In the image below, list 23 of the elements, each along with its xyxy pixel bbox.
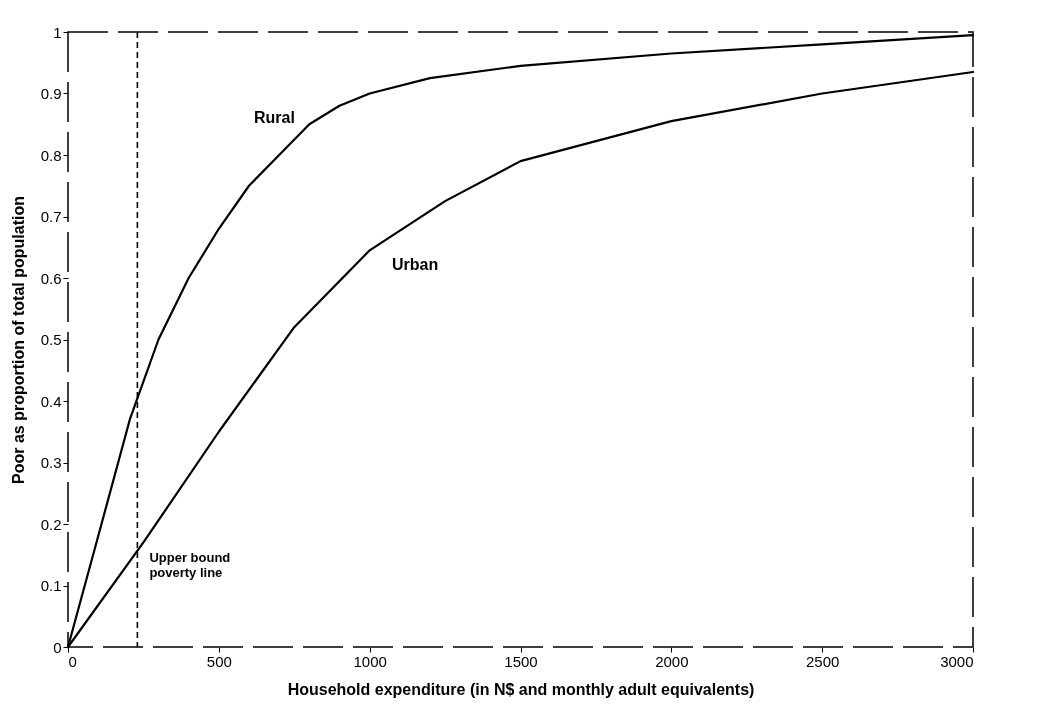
x-tick-label: 1500 bbox=[504, 652, 538, 670]
y-tick-label: 0.1 bbox=[40, 577, 62, 594]
x-tick-label: 0 bbox=[68, 652, 77, 670]
y-tick-label: 1 bbox=[53, 23, 62, 41]
x-tick-label: 1000 bbox=[353, 652, 387, 670]
x-tick-label: 3000 bbox=[940, 652, 974, 670]
x-tick-label: 2500 bbox=[805, 652, 840, 670]
y-tick-label: 0.9 bbox=[40, 85, 62, 102]
x-tick-label: 2000 bbox=[655, 652, 689, 670]
y-axis-title: Poor as proportion of total population bbox=[9, 196, 27, 484]
series-label: Urban bbox=[392, 256, 439, 273]
y-tick-label: 0.5 bbox=[40, 331, 62, 348]
x-axis-title: Household expenditure (in N$ and monthly adult equivalents) bbox=[287, 680, 755, 698]
series-label: Rural bbox=[254, 109, 295, 126]
y-tick-label: 0.2 bbox=[40, 515, 62, 533]
y-tick-label: 0.3 bbox=[40, 454, 62, 471]
y-tick-label: 0 bbox=[53, 638, 62, 656]
y-tick-label: 0.8 bbox=[40, 146, 62, 164]
y-tick-label: 0.6 bbox=[40, 269, 62, 287]
y-tick-label: 0.7 bbox=[40, 208, 62, 225]
y-tick-label: 0.4 bbox=[40, 392, 62, 410]
x-tick-label: 500 bbox=[206, 652, 232, 670]
ref-line-label: Upper bound poverty line bbox=[149, 550, 231, 580]
